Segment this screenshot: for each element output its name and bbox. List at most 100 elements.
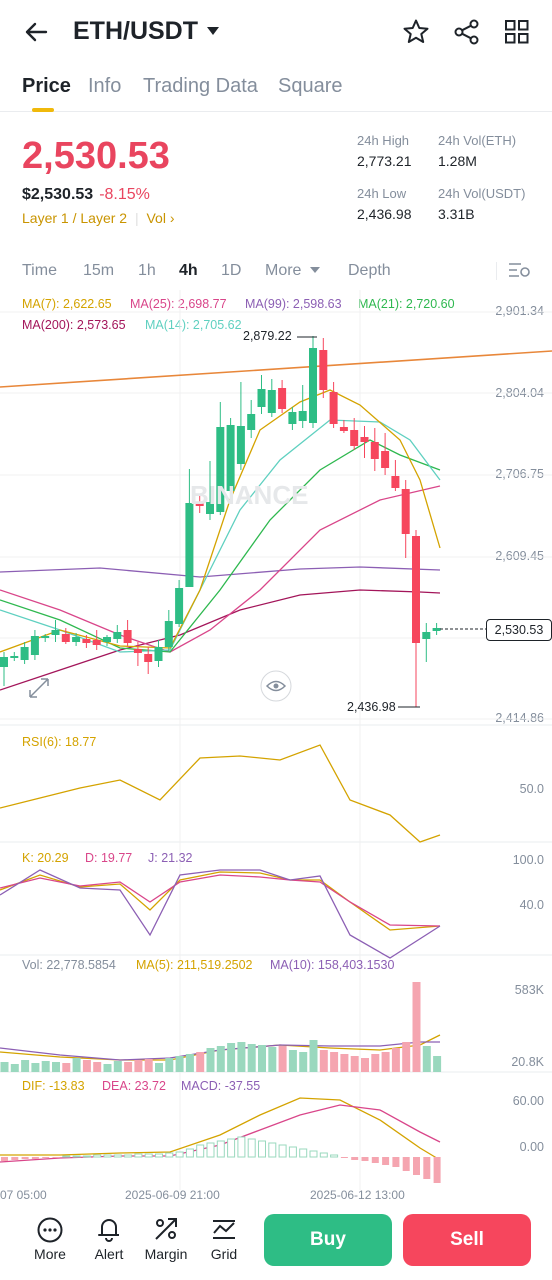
low-value: 2,436.98 xyxy=(357,206,412,222)
macd-bar xyxy=(402,1157,410,1171)
date-label: 2025-06-09 21:00 xyxy=(125,1188,220,1202)
candle-body xyxy=(216,427,225,512)
candle-body xyxy=(92,640,101,645)
macd-bar xyxy=(1,1157,8,1161)
vol-link[interactable]: Vol xyxy=(146,210,166,226)
tf-time[interactable]: Time xyxy=(22,262,57,279)
macd-dif-line xyxy=(0,1097,441,1161)
volume-bar xyxy=(433,1056,442,1072)
low-label: 24h Low xyxy=(357,186,407,201)
macd-bar xyxy=(206,1142,215,1158)
macd-bar xyxy=(351,1157,359,1160)
macd-dif: DIF: -13.83 xyxy=(22,1079,85,1093)
candle-body xyxy=(0,657,8,667)
star-icon[interactable] xyxy=(402,18,430,46)
volume-bar xyxy=(278,1046,287,1072)
buy-button[interactable]: Buy xyxy=(264,1214,392,1266)
tab-trading-data[interactable]: Trading Data xyxy=(143,75,258,97)
axis-label: 2,414.86 xyxy=(495,711,544,725)
volume-bar xyxy=(402,1042,411,1072)
axis-label: 2,706.75 xyxy=(495,467,544,481)
alert-label[interactable]: Alert xyxy=(94,1246,124,1262)
chart-settings-icon[interactable] xyxy=(507,259,531,281)
macd-bar xyxy=(330,1154,339,1158)
macd-bar xyxy=(21,1157,29,1159)
candle-body xyxy=(123,630,132,643)
volume-bar xyxy=(175,1056,184,1072)
kline-chart[interactable]: BINANCE xyxy=(0,290,552,1200)
tf-depth[interactable]: Depth xyxy=(348,262,391,279)
share-icon[interactable] xyxy=(453,18,481,46)
macd-bar xyxy=(113,1154,122,1158)
tf-4h[interactable]: 4h xyxy=(179,262,198,279)
last-price: 2,530.53 xyxy=(22,135,170,177)
back-arrow-icon[interactable] xyxy=(24,20,48,44)
eye-icon[interactable] xyxy=(260,670,292,702)
candle-body xyxy=(30,636,39,655)
grid-label[interactable]: Grid xyxy=(210,1246,238,1262)
candle-body xyxy=(309,348,317,423)
candle-body xyxy=(350,430,359,446)
expand-icon[interactable] xyxy=(29,678,49,698)
margin-label[interactable]: Margin xyxy=(144,1246,188,1262)
tab-price[interactable]: Price xyxy=(22,75,71,97)
macd-bar xyxy=(392,1157,400,1167)
bell-icon[interactable] xyxy=(95,1215,123,1243)
grid-strategy-icon[interactable] xyxy=(210,1215,238,1243)
more-icon[interactable] xyxy=(36,1216,64,1244)
volume-bar xyxy=(350,1056,359,1072)
sell-button[interactable]: Sell xyxy=(403,1214,531,1266)
axis-label: 2,609.45 xyxy=(495,549,544,563)
volume-bar xyxy=(185,1054,194,1072)
more-caret-icon xyxy=(310,267,320,273)
tf-1h[interactable]: 1h xyxy=(138,262,156,279)
macd-bar xyxy=(62,1155,71,1158)
candle-body xyxy=(339,427,348,431)
macd-bar xyxy=(134,1153,143,1158)
volume-bar xyxy=(412,982,421,1072)
ma99-line xyxy=(0,566,441,578)
candle-body xyxy=(103,637,111,642)
category-tags[interactable]: Layer 1 / Layer 2 | Vol › xyxy=(22,210,175,226)
vol-ma5: MA(5): 211,519.2502 xyxy=(136,958,253,972)
volume-bar xyxy=(299,1052,308,1072)
tf-15m[interactable]: 15m xyxy=(83,262,115,279)
macd-bar xyxy=(227,1138,236,1158)
ma99-label: MA(99): 2,598.63 xyxy=(245,297,342,311)
candle-body xyxy=(82,639,91,643)
grid-layout-icon[interactable] xyxy=(504,19,530,45)
indicator-lines xyxy=(0,744,441,1163)
candle-body xyxy=(247,414,256,430)
tab-square[interactable]: Square xyxy=(278,75,343,97)
trend-line[interactable] xyxy=(0,350,552,388)
macd-bar xyxy=(216,1140,225,1158)
macd-bar xyxy=(165,1152,174,1158)
margin-icon[interactable] xyxy=(152,1215,180,1243)
category-label[interactable]: Layer 1 / Layer 2 xyxy=(22,210,128,226)
volume-bar xyxy=(371,1054,380,1072)
price-change: -8.15% xyxy=(99,186,150,203)
volume-bar xyxy=(309,1040,318,1072)
vol-ma10: MA(10): 158,403.1530 xyxy=(270,958,395,972)
vol-axis-bot: 20.8K xyxy=(511,1055,544,1069)
tf-more[interactable]: More xyxy=(265,262,302,279)
more-label[interactable]: More xyxy=(34,1246,66,1262)
volume-bar xyxy=(103,1064,112,1072)
vol-usdt-value: 3.31B xyxy=(438,206,475,222)
macd-bar xyxy=(319,1152,328,1158)
volume-bar xyxy=(165,1058,174,1072)
candle-body xyxy=(113,632,122,639)
macd-bar xyxy=(371,1157,379,1163)
candle-body xyxy=(185,503,194,587)
macd-bar xyxy=(268,1142,277,1158)
ma7-line xyxy=(0,389,441,653)
tab-info[interactable]: Info xyxy=(88,75,122,97)
macd-value: MACD: -37.55 xyxy=(181,1079,261,1093)
tf-1d[interactable]: 1D xyxy=(221,262,242,279)
pair-dropdown-icon[interactable] xyxy=(207,27,219,35)
volume-bar xyxy=(268,1047,277,1072)
rsi-label: RSI(6): 18.77 xyxy=(22,735,97,749)
price-subline: $2,530.53 -8.15% xyxy=(22,186,150,204)
volume-bar xyxy=(134,1060,143,1072)
pair-title[interactable]: ETH/USDT xyxy=(73,17,198,45)
